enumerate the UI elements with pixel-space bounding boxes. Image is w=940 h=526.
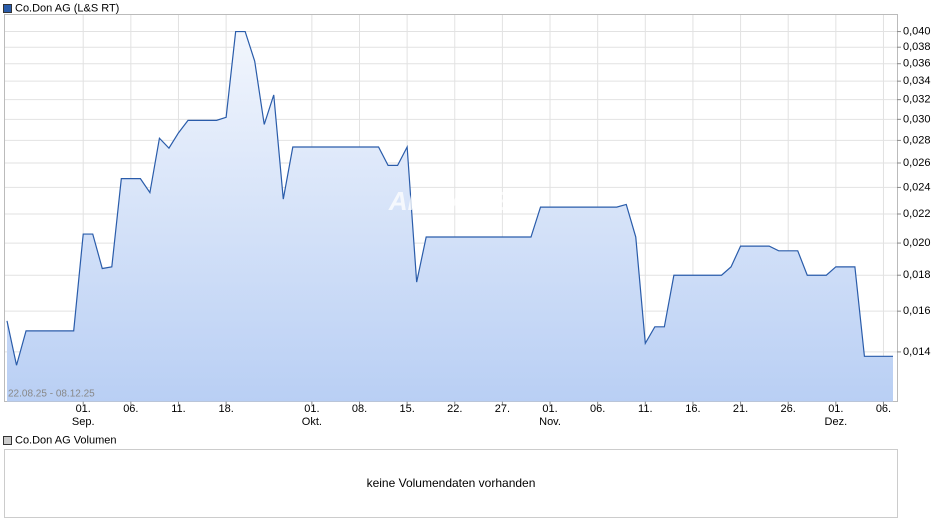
x-month-label: Okt. — [302, 416, 322, 428]
y-tick-label: 0,040 — [903, 25, 931, 37]
x-month-label: Sep. — [72, 416, 95, 428]
x-tick-label: 08. — [352, 403, 367, 415]
legend-label: Co.Don AG Volumen — [15, 434, 117, 446]
y-tick-label: 0,024 — [903, 181, 931, 193]
x-tick-label: 21. — [733, 403, 748, 415]
y-tick-label: 0,026 — [903, 157, 931, 169]
y-tick-label: 0,022 — [903, 208, 931, 220]
y-tick-label: 0,016 — [903, 305, 931, 317]
y-tick-label: 0,032 — [903, 94, 931, 106]
x-tick-label: 16. — [685, 403, 700, 415]
y-tick-label: 0,036 — [903, 58, 931, 70]
x-tick-label: 01. — [304, 403, 319, 415]
legend-label: Co.Don AG (L&S RT) — [15, 2, 119, 14]
y-tick-label: 0,020 — [903, 237, 931, 249]
x-tick-label: 15. — [399, 403, 414, 415]
legend-swatch — [3, 436, 12, 445]
x-tick-label: 01. — [76, 403, 91, 415]
x-tick-label: 06. — [123, 403, 138, 415]
y-tick-label: 0,018 — [903, 269, 931, 281]
watermark: ARIVA.DE — [388, 186, 512, 216]
x-month-label: Nov. — [539, 416, 561, 428]
y-tick-label: 0,038 — [903, 41, 931, 53]
x-month-label: Dez. — [825, 416, 848, 428]
x-tick-label: 18. — [218, 403, 233, 415]
range-label: 22.08.25 - 08.12.25 — [8, 389, 95, 400]
x-tick-label: 26. — [781, 403, 796, 415]
x-tick-label: 27. — [495, 403, 510, 415]
x-tick-label: 01. — [542, 403, 557, 415]
volume-message: keine Volumendaten vorhanden — [367, 476, 536, 490]
x-tick-label: 22. — [447, 403, 462, 415]
x-tick-label: 11. — [638, 403, 652, 415]
volume-frame — [4, 449, 898, 518]
area — [7, 31, 893, 402]
y-tick-label: 0,028 — [903, 134, 931, 146]
y-tick-label: 0,034 — [903, 75, 931, 87]
y-tick-label: 0,030 — [903, 113, 931, 125]
line — [6, 30, 893, 366]
legend-swatch — [3, 4, 12, 13]
x-tick-label: 06. — [590, 403, 605, 415]
x-tick-label: 06. — [876, 403, 891, 415]
x-tick-label: 11. — [171, 403, 185, 415]
y-tick-label: 0,014 — [903, 346, 931, 358]
x-tick-label: 01. — [828, 403, 843, 415]
